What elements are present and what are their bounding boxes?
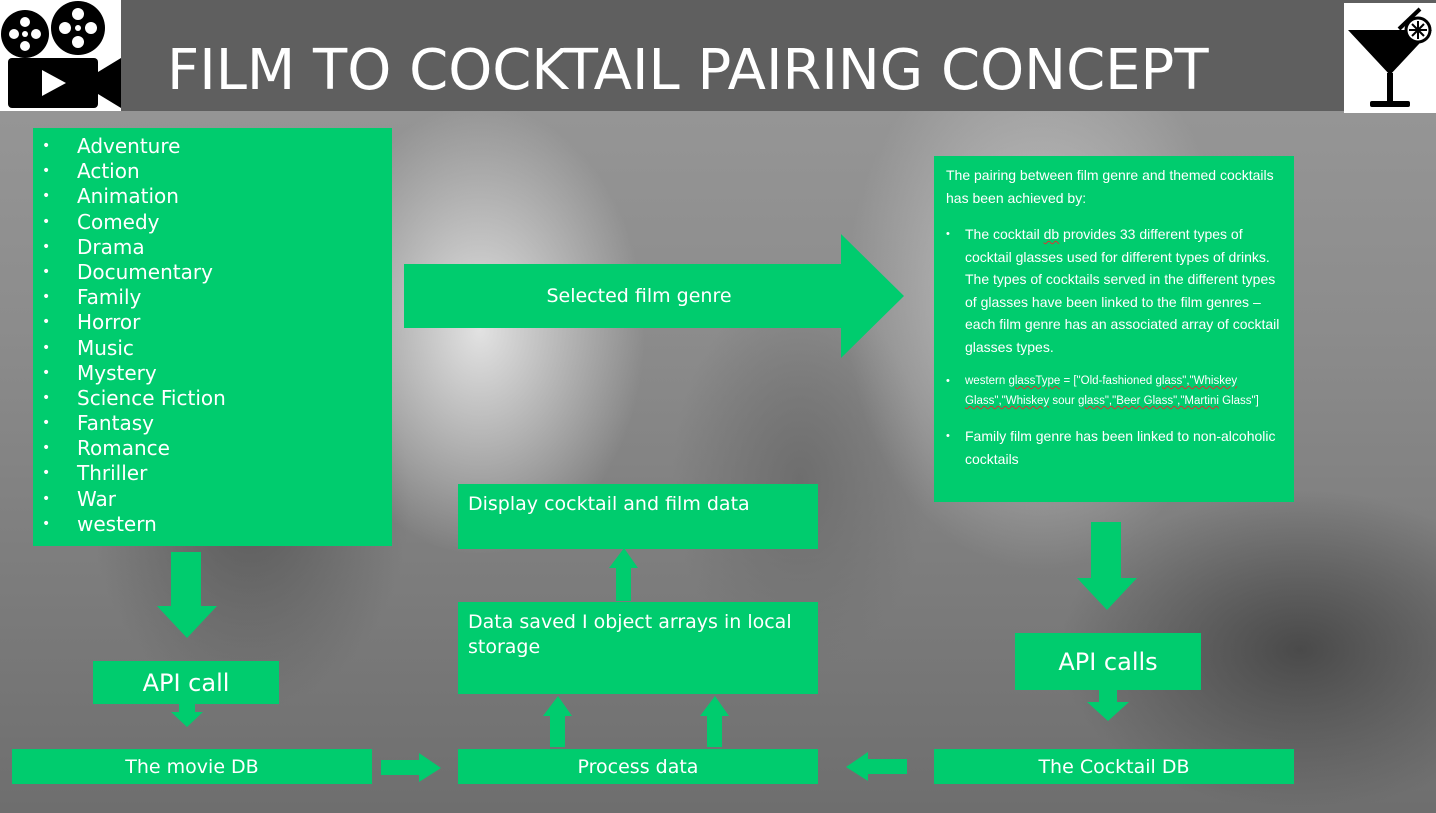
up-arrow-process-right [700, 696, 729, 747]
right-arrow-movie-db [381, 753, 441, 782]
process-data-box: Process data [458, 749, 818, 784]
movie-db-box: The movie DB [12, 749, 372, 784]
bullet-text: db [1043, 226, 1060, 242]
genre-list: AdventureActionAnimationComedyDramaDocum… [33, 134, 392, 537]
data-saved-box: Data saved I object arrays in local stor… [458, 602, 818, 694]
genre-item: Romance [33, 436, 392, 461]
bullet-text: The cocktail [965, 226, 1044, 242]
bullet-text: glass","Beer Glass","Martini [1077, 395, 1219, 407]
genre-item: Horror [33, 310, 392, 335]
up-arrow-process-left [543, 696, 572, 747]
genre-item: Animation [33, 184, 392, 209]
genre-item: Comedy [33, 210, 392, 235]
genre-list-box: AdventureActionAnimationComedyDramaDocum… [33, 128, 392, 546]
genre-item: Mystery [33, 361, 392, 386]
genre-item: western [33, 512, 392, 537]
cocktail-db-box: The Cocktail DB [934, 749, 1294, 784]
description-bullet-glasses: The cocktail db provides 33 different ty… [946, 223, 1282, 358]
title-bar: FILM TO COCKTAIL PAIRING CONCEPT [0, 0, 1436, 111]
genre-item: Documentary [33, 260, 392, 285]
bullet-text: glassType [1008, 375, 1061, 387]
film-camera-icon [0, 0, 121, 111]
genre-item: Adventure [33, 134, 392, 159]
genre-item: Fantasy [33, 411, 392, 436]
bullet-text: sour [1049, 395, 1078, 407]
genre-item: Science Fiction [33, 386, 392, 411]
down-arrow-description [1077, 522, 1137, 610]
description-bullet-western: western glassType = ["Old-fashioned glas… [946, 371, 1282, 411]
selected-genre-arrow [404, 234, 904, 358]
pairing-description-box: The pairing between film genre and theme… [934, 156, 1294, 502]
genre-item: Thriller [33, 461, 392, 486]
selected-genre-label: Selected film genre [546, 285, 732, 307]
page-title: FILM TO COCKTAIL PAIRING CONCEPT [167, 38, 1209, 103]
bullet-text: glass","Whiskey Glass","Whiskey [965, 375, 1238, 407]
genre-item: War [33, 487, 392, 512]
bullet-text: western [965, 375, 1009, 387]
genre-item: Action [33, 159, 392, 184]
description-bullet-family: Family film genre has been linked to non… [946, 425, 1282, 470]
up-arrow-display [609, 548, 638, 601]
left-arrow-cocktail-db [846, 752, 907, 781]
down-arrow-genres [157, 552, 217, 638]
genre-item: Family [33, 285, 392, 310]
bullet-text: Glass"] [1218, 395, 1259, 407]
display-data-box: Display cocktail and film data [458, 484, 818, 549]
api-call-box: API call [93, 661, 279, 704]
down-arrow-api-call [171, 702, 203, 727]
bullet-text: = ["Old-fashioned [1060, 375, 1156, 387]
cocktail-glass-icon [1344, 3, 1436, 113]
api-calls-box: API calls [1015, 633, 1201, 690]
genre-item: Music [33, 336, 392, 361]
bullet-text: provides 33 different types of cocktail … [965, 226, 1280, 355]
down-arrow-api-calls [1087, 688, 1129, 721]
genre-item: Drama [33, 235, 392, 260]
description-intro: The pairing between film genre and theme… [946, 167, 1274, 206]
